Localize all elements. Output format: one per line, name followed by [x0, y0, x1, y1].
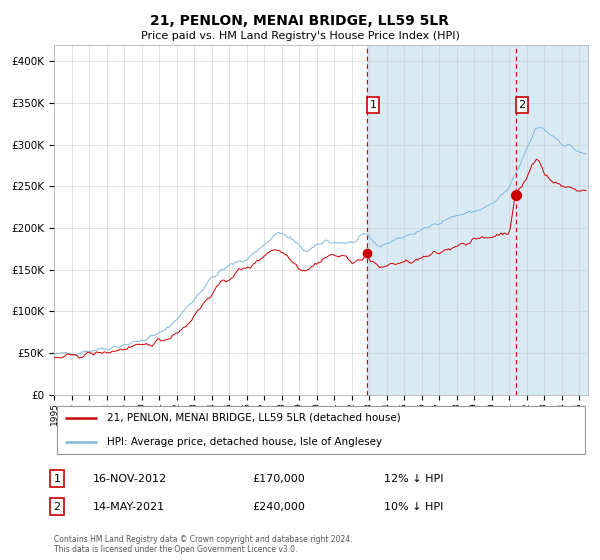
Text: 1: 1 — [53, 474, 61, 484]
Text: 1: 1 — [370, 100, 377, 110]
Text: 14-MAY-2021: 14-MAY-2021 — [93, 502, 165, 512]
Text: HPI: Average price, detached house, Isle of Anglesey: HPI: Average price, detached house, Isle… — [107, 437, 383, 447]
Text: 10% ↓ HPI: 10% ↓ HPI — [384, 502, 443, 512]
Bar — [367, 45, 600, 395]
Text: 21, PENLON, MENAI BRIDGE, LL59 5LR (detached house): 21, PENLON, MENAI BRIDGE, LL59 5LR (deta… — [107, 413, 401, 423]
FancyBboxPatch shape — [56, 406, 585, 454]
Text: 2: 2 — [518, 100, 526, 110]
Text: 12% ↓ HPI: 12% ↓ HPI — [384, 474, 443, 484]
Text: Contains HM Land Registry data © Crown copyright and database right 2024.
This d: Contains HM Land Registry data © Crown c… — [54, 535, 353, 554]
Text: £240,000: £240,000 — [252, 502, 305, 512]
Text: 16-NOV-2012: 16-NOV-2012 — [93, 474, 167, 484]
Text: Price paid vs. HM Land Registry's House Price Index (HPI): Price paid vs. HM Land Registry's House … — [140, 31, 460, 41]
Text: 21, PENLON, MENAI BRIDGE, LL59 5LR: 21, PENLON, MENAI BRIDGE, LL59 5LR — [151, 14, 449, 28]
Text: £170,000: £170,000 — [252, 474, 305, 484]
Text: 2: 2 — [53, 502, 61, 512]
